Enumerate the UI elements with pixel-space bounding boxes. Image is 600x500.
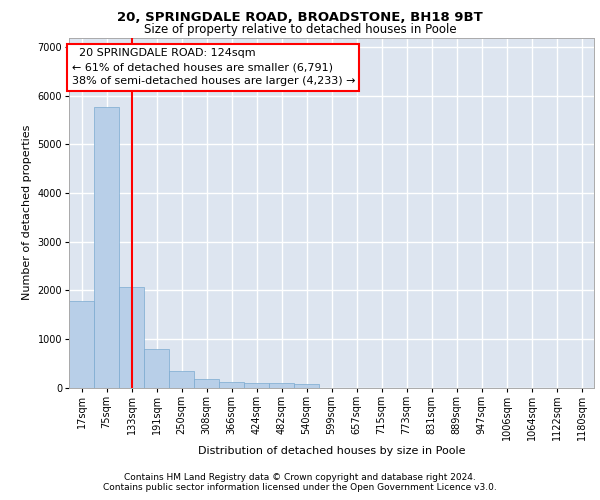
Y-axis label: Number of detached properties: Number of detached properties (22, 125, 32, 300)
Text: 20, SPRINGDALE ROAD, BROADSTONE, BH18 9BT: 20, SPRINGDALE ROAD, BROADSTONE, BH18 9B… (117, 11, 483, 24)
Bar (244, 383, 269, 388)
Bar (94, 106, 119, 388)
Bar (269, 383, 294, 388)
Text: 20 SPRINGDALE ROAD: 124sqm
← 61% of detached houses are smaller (6,791)
38% of s: 20 SPRINGDALE ROAD: 124sqm ← 61% of deta… (71, 48, 355, 86)
Text: Contains HM Land Registry data © Crown copyright and database right 2024.
Contai: Contains HM Land Registry data © Crown c… (103, 473, 497, 492)
Bar (169, 371, 194, 388)
Bar (194, 378, 219, 388)
Bar (69, 301, 94, 388)
X-axis label: Distribution of detached houses by size in Poole: Distribution of detached houses by size … (198, 446, 465, 456)
Bar (144, 348, 169, 388)
Bar (294, 384, 319, 388)
Bar (119, 288, 144, 388)
Bar (219, 382, 244, 388)
Text: Size of property relative to detached houses in Poole: Size of property relative to detached ho… (143, 22, 457, 36)
